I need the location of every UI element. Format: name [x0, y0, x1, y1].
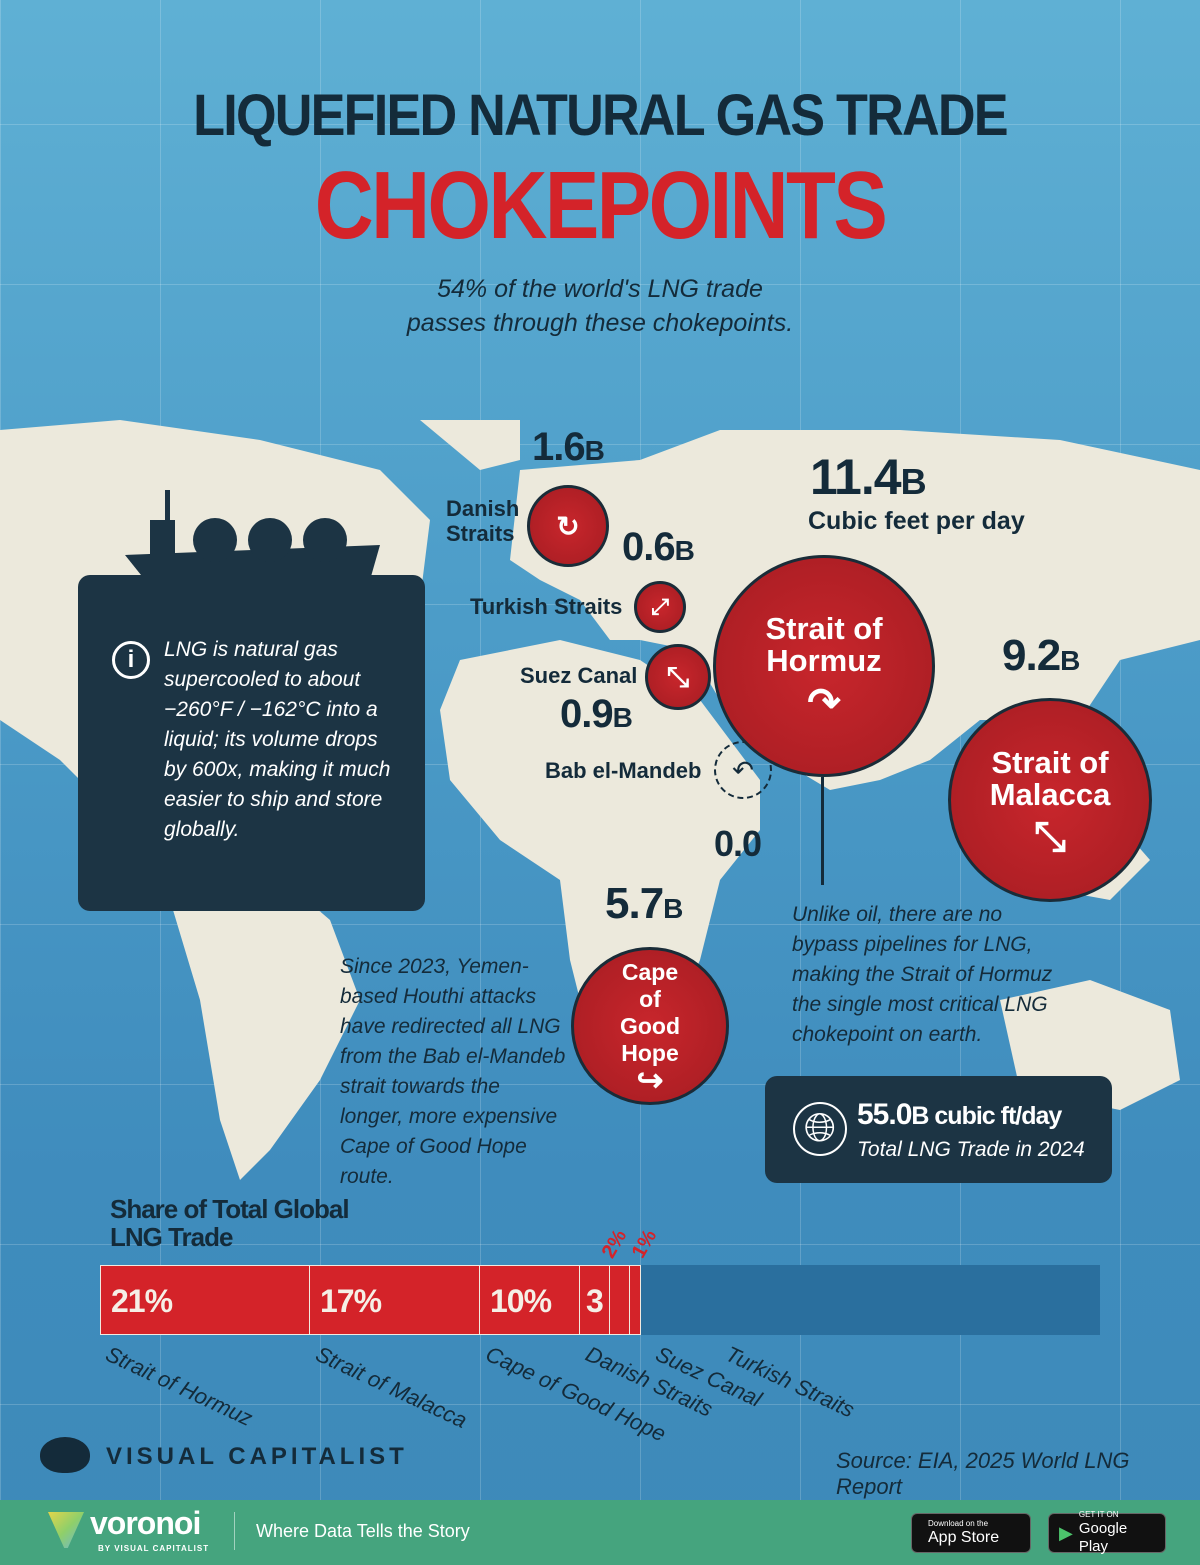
- chart-title: Share of Total Global LNG Trade: [110, 1194, 350, 1252]
- bar-segment-cape-of-good-hope: 10%: [480, 1265, 580, 1335]
- malacca-circle-label: Strait of Malacca: [989, 745, 1111, 812]
- bab-value: 0.0: [714, 823, 762, 864]
- title-line1: LIQUEFIED NATURAL GAS TRADE: [193, 83, 1008, 148]
- info-icon: i: [112, 641, 150, 679]
- tagline: Where Data Tells the Story: [256, 1521, 470, 1541]
- hormuz-value: 11.4B: [810, 449, 927, 505]
- visual-capitalist-logo-icon: [40, 1437, 90, 1473]
- app-store-label: App Store: [928, 1529, 1000, 1546]
- lng-ship-icon: [125, 490, 380, 580]
- malacca-circle[interactable]: Strait of Malacca ⤡: [948, 698, 1152, 902]
- info-box: i LNG is natural gas supercooled to abou…: [78, 575, 425, 911]
- google-play-small: GET IT ON: [1078, 1510, 1119, 1519]
- diagonal-arrow-icon: ⤡: [1034, 815, 1066, 859]
- turkish-circle[interactable]: ⤢: [634, 581, 686, 633]
- danish-value: 1.6B: [532, 425, 605, 469]
- malacca-value: 9.2B: [1002, 631, 1080, 680]
- diagonal-arrow-icon: ⤢: [651, 594, 669, 619]
- info-text: LNG is natural gas supercooled to about …: [164, 638, 391, 841]
- subtitle: 54% of the world's LNG trade passes throu…: [0, 272, 1200, 340]
- voronoi-sub: BY VISUAL CAPITALIST: [98, 1544, 210, 1553]
- suez-label: Suez Canal: [520, 663, 638, 688]
- danish-circle[interactable]: ↻: [527, 485, 609, 567]
- hormuz-unit-label: Cubic feet per day: [808, 507, 1025, 535]
- suez-circle[interactable]: ⤡: [645, 644, 711, 710]
- subtitle-line2: passes through these chokepoints.: [406, 309, 794, 337]
- google-play-label: Google Play: [1078, 1520, 1128, 1555]
- hormuz-circle-label: Strait of Hormuz: [765, 611, 883, 678]
- app-store-button[interactable]: Download on the App Store: [911, 1513, 1031, 1553]
- bar-segment-suez-canal: [610, 1265, 630, 1335]
- footer-divider: [234, 1512, 235, 1550]
- curved-arrow-icon: ↶: [732, 755, 754, 785]
- turkish-value: 0.6B: [622, 525, 695, 569]
- turkish-label: Turkish Straits: [470, 594, 623, 619]
- loop-arrow-icon: ↻: [556, 510, 580, 542]
- cape-circle[interactable]: Cape of Good Hope ↪: [571, 947, 729, 1105]
- bar-segment-strait-of-hormuz: 21%: [100, 1265, 310, 1335]
- bab-label: Bab el-Mandeb: [545, 758, 702, 783]
- cape-circle-label: Cape of Good Hope: [619, 958, 681, 1066]
- suez-value: 0.9B: [560, 692, 633, 736]
- brand-name: VISUAL CAPITALIST: [106, 1443, 408, 1470]
- total-value: 55.0B cubic ft/day: [857, 1098, 1062, 1131]
- houthi-note: Since 2023, Yemen-based Houthi attacks h…: [340, 955, 566, 1188]
- title-chokepoints: CHOKEPOINTS: [314, 152, 888, 259]
- bar-segment-strait-of-malacca: 17%: [310, 1265, 480, 1335]
- total-label: Total LNG Trade in 2024: [857, 1138, 1085, 1161]
- diagonal-arrow-icon: ⤡: [666, 660, 690, 692]
- hormuz-note: Unlike oil, there are no bypass pipeline…: [792, 903, 1053, 1046]
- total-trade-box: 🌐︎ 55.0B cubic ft/day Total LNG Trade in…: [765, 1076, 1112, 1183]
- u-turn-arrow-icon: ↪: [636, 1061, 664, 1098]
- source: Source: EIA, 2025 World LNG Report: [836, 1448, 1130, 1499]
- app-store-small: Download on the: [928, 1519, 989, 1528]
- danish-label: Danish Straits: [446, 496, 520, 546]
- voronoi-logo[interactable]: voronoi: [90, 1505, 201, 1541]
- bar-segment-danish-straits: 3: [580, 1265, 610, 1335]
- hormuz-circle[interactable]: Strait of Hormuz ↷: [713, 555, 935, 777]
- google-play-icon: ▶: [1059, 1522, 1073, 1543]
- globe-icon: 🌐︎: [793, 1102, 847, 1156]
- cape-value: 5.7B: [605, 879, 683, 928]
- bar-segment-turkish-straits: [630, 1265, 641, 1335]
- curved-arrow-icon: ↷: [807, 681, 841, 725]
- subtitle-line1: 54% of the world's LNG trade: [437, 275, 763, 303]
- google-play-button[interactable]: ▶ GET IT ON Google Play: [1048, 1510, 1166, 1555]
- hormuz-leader-line: [821, 777, 824, 885]
